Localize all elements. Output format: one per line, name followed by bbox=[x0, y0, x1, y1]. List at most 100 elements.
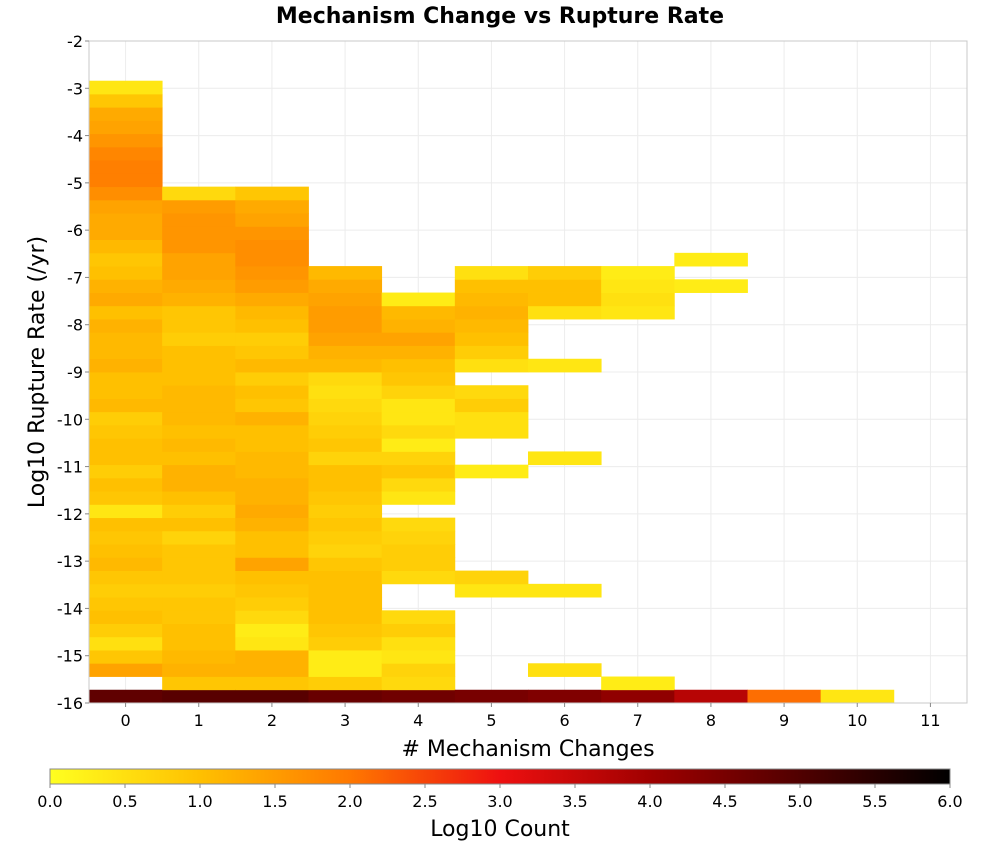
heatmap-cell bbox=[89, 491, 163, 505]
heatmap-cell bbox=[235, 544, 309, 558]
x-tick-label: 1 bbox=[194, 711, 204, 730]
heatmap-cell bbox=[235, 530, 309, 545]
heatmap-cell bbox=[89, 239, 163, 254]
heatmap-cell bbox=[89, 650, 163, 664]
heatmap-cell bbox=[381, 676, 456, 691]
heatmap-cell bbox=[89, 438, 163, 452]
heatmap-cell bbox=[381, 372, 456, 386]
heatmap-cell bbox=[162, 464, 236, 479]
heatmap-cell bbox=[381, 557, 456, 571]
heatmap-cell bbox=[89, 385, 163, 399]
heatmap-cell bbox=[162, 252, 236, 267]
heatmap-cell bbox=[162, 570, 236, 585]
y-tick-label: -13 bbox=[57, 552, 83, 571]
heatmap-cell bbox=[162, 544, 236, 558]
heatmap-cell bbox=[308, 464, 383, 479]
heatmap-cell bbox=[381, 319, 456, 333]
heatmap-cell bbox=[235, 438, 309, 452]
colorbar-tick-label: 0.0 bbox=[37, 792, 62, 811]
heatmap-cell bbox=[308, 504, 383, 519]
y-tick-label: -11 bbox=[57, 458, 83, 477]
heatmap-cell bbox=[820, 689, 895, 704]
colorbar-tick-label: 1.0 bbox=[187, 792, 212, 811]
heatmap-cell bbox=[235, 623, 309, 638]
heatmap-cell bbox=[308, 372, 383, 386]
y-tick-label: -9 bbox=[67, 363, 83, 382]
heatmap-cell bbox=[308, 689, 383, 704]
colorbar-ticks: 0.0 0.5 1.0 1.5 2.0 2.5 3.0 3.5 4.0 4.5 5.0 5.5 6.0 bbox=[37, 784, 963, 811]
colorbar-tick-label: 5.5 bbox=[862, 792, 887, 811]
heatmap-cell bbox=[235, 464, 309, 479]
heatmap-cell bbox=[308, 305, 383, 320]
heatmap-cell bbox=[381, 438, 456, 452]
heatmap-cell bbox=[235, 597, 309, 611]
heatmap-cell bbox=[235, 477, 309, 492]
heatmap-cell bbox=[308, 332, 383, 346]
heatmap-cell bbox=[89, 120, 163, 135]
heatmap-cell bbox=[308, 636, 383, 651]
heatmap-cell bbox=[381, 358, 456, 373]
heatmap-cell bbox=[235, 650, 309, 664]
heatmap-cell bbox=[162, 305, 236, 320]
heatmap-cell bbox=[381, 544, 456, 558]
heatmap-cell bbox=[89, 358, 163, 373]
heatmap-cell bbox=[89, 93, 163, 108]
heatmap-cell bbox=[89, 583, 163, 598]
heatmap-cell bbox=[235, 557, 309, 571]
heatmap-cell bbox=[89, 186, 163, 201]
heatmap-cell bbox=[235, 279, 309, 293]
heatmap-cell bbox=[381, 345, 456, 360]
heatmap-cell bbox=[308, 676, 383, 691]
heatmap-cell bbox=[601, 689, 675, 704]
heatmap-cell bbox=[89, 279, 163, 293]
x-tick-label: 11 bbox=[920, 711, 940, 730]
heatmap-cell bbox=[162, 199, 236, 214]
heatmap-cell bbox=[308, 530, 383, 545]
plot-area bbox=[88, 40, 968, 704]
y-tick-label: -6 bbox=[67, 221, 83, 240]
x-tick-label: 10 bbox=[847, 711, 867, 730]
heatmap-cell bbox=[89, 504, 163, 519]
heatmap-cell bbox=[308, 385, 383, 399]
heatmap-cell bbox=[308, 424, 383, 439]
heatmap-cell bbox=[89, 398, 163, 413]
heatmap-cell bbox=[747, 689, 822, 704]
heatmap-cell bbox=[528, 451, 602, 466]
heatmap-cell bbox=[381, 332, 456, 346]
colorbar-tick-label: 5.0 bbox=[787, 792, 812, 811]
heatmap-cell bbox=[454, 385, 529, 399]
y-tick-label: -4 bbox=[67, 127, 83, 146]
heatmap-cell bbox=[235, 517, 309, 532]
heatmap-cell bbox=[162, 650, 236, 664]
colorbar-gradient-bar bbox=[49, 768, 951, 785]
heatmap-cell bbox=[89, 319, 163, 333]
heatmap-cell bbox=[235, 424, 309, 439]
colorbar: 0.0 0.5 1.0 1.5 2.0 2.5 3.0 3.5 4.0 4.5 5.0 5.5 6.0 bbox=[37, 768, 963, 811]
heatmap-cell bbox=[89, 213, 163, 227]
heatmap-cell bbox=[308, 597, 383, 611]
colorbar-title: Log10 Count bbox=[430, 817, 570, 842]
heatmap-cell bbox=[381, 610, 456, 624]
heatmap-cell bbox=[162, 411, 236, 426]
heatmap-cell bbox=[89, 160, 163, 174]
heatmap-cell bbox=[235, 358, 309, 373]
heatmap-cell bbox=[454, 305, 529, 320]
heatmap-cell bbox=[89, 424, 163, 439]
heatmap-cell bbox=[308, 319, 383, 333]
heatmap-cell bbox=[381, 464, 456, 479]
heatmap-cell bbox=[162, 319, 236, 333]
heatmap-cell bbox=[308, 398, 383, 413]
heatmap-cell bbox=[454, 398, 529, 413]
y-axis-title: Log10 Rupture Rate (/yr) bbox=[25, 236, 50, 508]
heatmap-cell bbox=[89, 544, 163, 558]
heatmap-cell bbox=[235, 676, 309, 691]
heatmap-cell bbox=[235, 411, 309, 426]
heatmap-cell bbox=[308, 411, 383, 426]
heatmap-cell bbox=[308, 570, 383, 585]
heatmap-cell bbox=[162, 610, 236, 624]
heatmap-cell bbox=[454, 424, 529, 439]
heatmap-cell bbox=[89, 663, 163, 677]
colorbar-tick-label: 0.5 bbox=[112, 792, 137, 811]
heatmap-cell bbox=[674, 279, 748, 293]
heatmap-cell bbox=[235, 332, 309, 346]
